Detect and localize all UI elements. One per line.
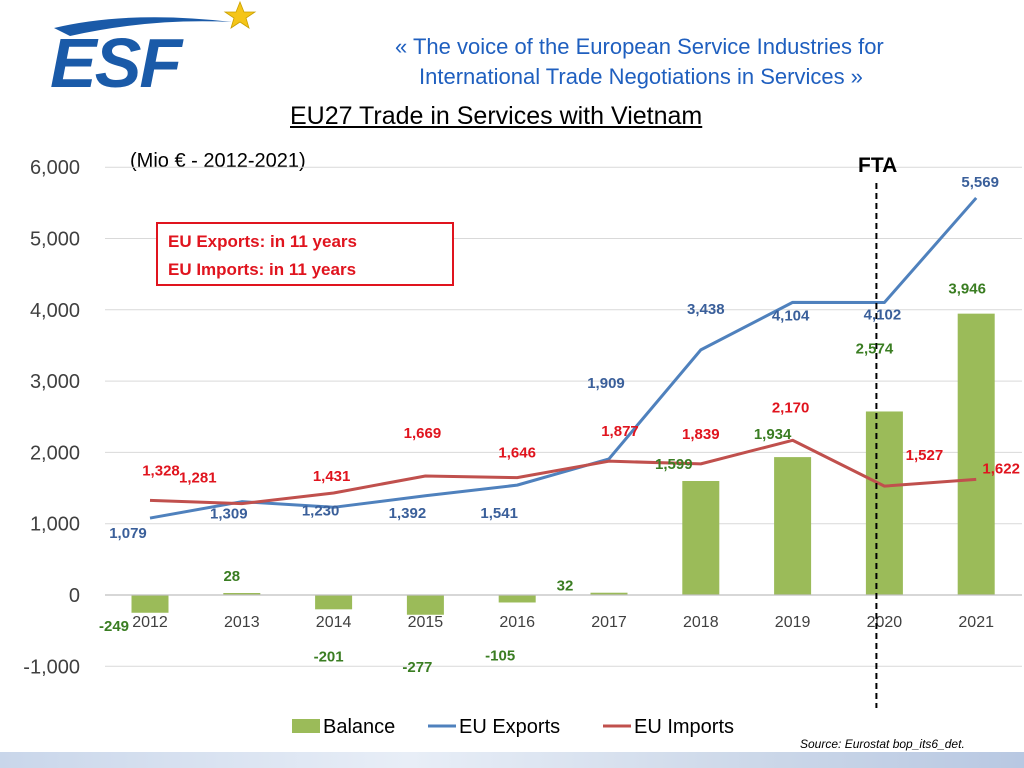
exports-data-label: 1,909 (587, 375, 625, 392)
balance-bars (131, 313, 995, 615)
balance-data-label: 28 (223, 568, 240, 585)
tagline-line-2: International Trade Negotiations in Serv… (419, 64, 863, 89)
callout-imports-text: EU Imports: in 11 years (168, 260, 357, 279)
axes: -1,000 0 1,000 2,000 3,000 4,000 5,000 6,000 201… (23, 157, 1022, 708)
exports-data-label: 5,569 (961, 174, 999, 191)
exports-data-label: 3,438 (687, 301, 725, 318)
esf-logo: ESF (50, 0, 257, 100)
x-tick-label: 2019 (775, 614, 811, 631)
fta-label: FTA (858, 154, 898, 177)
balance-bar (223, 593, 261, 595)
exports-data-label: 1,309 (210, 506, 248, 523)
exports-data-label: 4,104 (772, 307, 810, 324)
imports-data-label: 1,527 (906, 447, 944, 464)
balance-bar (774, 457, 812, 595)
legend-label: EU Imports (634, 716, 734, 738)
balance-bar (590, 592, 628, 595)
y-tick-label: 0 (69, 585, 80, 607)
y-tick-label: 6,000 (30, 157, 80, 179)
x-tick-label: 2015 (408, 614, 444, 631)
imports-data-label: 2,170 (772, 399, 810, 416)
balance-bar (131, 595, 169, 613)
balance-bar (315, 595, 353, 610)
logo-text: ESF (50, 24, 184, 100)
x-tick-label: 2020 (867, 614, 903, 631)
imports-data-label: 1,622 (982, 460, 1020, 477)
footer-band (0, 752, 1024, 768)
exports-data-label: 1,230 (302, 502, 340, 519)
series-lines (149, 196, 978, 520)
x-tick-label: 2012 (132, 614, 168, 631)
balance-bar (498, 595, 536, 603)
imports-data-label: 1,281 (179, 470, 217, 487)
imports-data-label: 1,646 (498, 445, 536, 462)
logo-swoosh (54, 17, 232, 36)
exports-data-label: 4,102 (864, 307, 902, 324)
legend: Balance EU Exports EU Imports (292, 716, 734, 738)
balance-data-label: -105 (485, 647, 515, 664)
y-tick-label: 5,000 (30, 229, 80, 251)
balance-bar (406, 595, 444, 615)
logo-star-icon (223, 0, 257, 29)
balance-data-label: 2,574 (856, 340, 894, 357)
x-tick-label: 2018 (683, 614, 719, 631)
balance-data-label: 3,946 (948, 281, 986, 298)
y-tick-label: -1,000 (23, 656, 80, 678)
source-note: Source: Eurostat bop_its6_det. (800, 737, 965, 751)
exports-data-label: 1,079 (109, 525, 147, 542)
growth-callout-box: EU Exports: in 11 years EU Imports: in 1… (156, 222, 454, 286)
imports-line (149, 438, 977, 506)
data-labels: -249 28 -201 -277 -105 32 1,599 1,934 2,574 3,946… (99, 174, 1020, 676)
balance-data-label: -201 (314, 648, 344, 665)
balance-bar (682, 480, 720, 595)
imports-data-label: 1,877 (601, 423, 639, 440)
x-tick-label: 2013 (224, 614, 260, 631)
exports-line (149, 196, 978, 520)
y-tick-label: 2,000 (30, 442, 80, 464)
chart-title: EU27 Trade in Services with Vietnam (290, 102, 703, 130)
y-tick-label: 4,000 (30, 300, 80, 322)
exports-data-label: 1,541 (480, 505, 518, 522)
exports-data-label: 1,392 (389, 505, 427, 522)
tagline: « The voice of the European Service Indu… (395, 32, 995, 92)
x-tick-label: 2021 (958, 614, 994, 631)
tagline-line-1: « The voice of the European Service Indu… (395, 34, 884, 59)
y-tick-label: 1,000 (30, 514, 80, 536)
legend-label: EU Exports (459, 716, 560, 738)
balance-bar (865, 411, 903, 595)
balance-data-label: 1,599 (655, 456, 693, 473)
legend-label: Balance (323, 716, 395, 738)
balance-data-label: -249 (99, 618, 129, 635)
balance-data-label: 32 (557, 578, 574, 595)
balance-data-label: 1,934 (754, 426, 792, 443)
x-tick-label: 2014 (316, 614, 352, 631)
callout-exports-text: EU Exports: in 11 years (168, 232, 357, 251)
imports-data-label: 1,839 (682, 426, 720, 443)
y-tick-label: 3,000 (30, 371, 80, 393)
legend-swatch-balance (292, 719, 320, 733)
imports-data-label: 1,328 (142, 462, 180, 479)
imports-data-label: 1,431 (313, 468, 351, 485)
imports-data-label: 1,669 (404, 425, 442, 442)
chart-subtitle: (Mio € - 2012-2021) (130, 150, 306, 172)
x-tick-label: 2017 (591, 614, 627, 631)
balance-data-label: -277 (402, 659, 432, 676)
balance-bar (957, 313, 995, 595)
x-tick-label: 2016 (499, 614, 535, 631)
